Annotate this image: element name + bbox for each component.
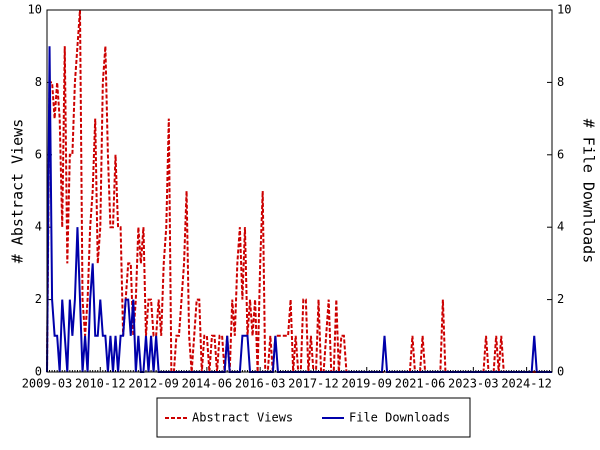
y2-tick-label: 0 <box>557 365 564 379</box>
x-tick-label: 2019-09 <box>341 377 392 391</box>
y-tick-label: 6 <box>35 147 42 161</box>
legend-label: File Downloads <box>349 411 450 425</box>
y-tick-label: 8 <box>35 75 42 89</box>
y-axis-label: # Abstract Views <box>9 119 27 264</box>
y2-tick-label: 2 <box>557 292 564 306</box>
x-tick-label: 2017-12 <box>288 377 339 391</box>
y2-tick-label: 4 <box>557 220 564 234</box>
series-line <box>46 9 552 373</box>
y-tick-label: 0 <box>35 365 42 379</box>
y-tick-label: 10 <box>28 3 42 17</box>
legend-box <box>156 397 471 438</box>
legend-label: Abstract Views <box>192 411 293 425</box>
x-tick-label: 2010-12 <box>75 377 126 391</box>
y2-tick-label: 8 <box>557 75 564 89</box>
y2-tick-label: 10 <box>557 3 571 17</box>
x-tick-label: 2023-03 <box>448 377 499 391</box>
x-tick-label: 2009-03 <box>22 377 73 391</box>
y2-axis-label: # File Downloads <box>580 119 598 264</box>
plot-frame <box>46 9 553 373</box>
y-tick-label: 2 <box>35 292 42 306</box>
x-tick-label: 2014-06 <box>182 377 233 391</box>
x-tick-label: 2016-03 <box>235 377 286 391</box>
y2-tick-label: 6 <box>557 147 564 161</box>
y-tick-label: 4 <box>35 220 42 234</box>
x-tick-label: 2021-06 <box>395 377 446 391</box>
x-tick-label: 2024-12 <box>501 377 552 391</box>
x-tick-label: 2012-09 <box>128 377 179 391</box>
